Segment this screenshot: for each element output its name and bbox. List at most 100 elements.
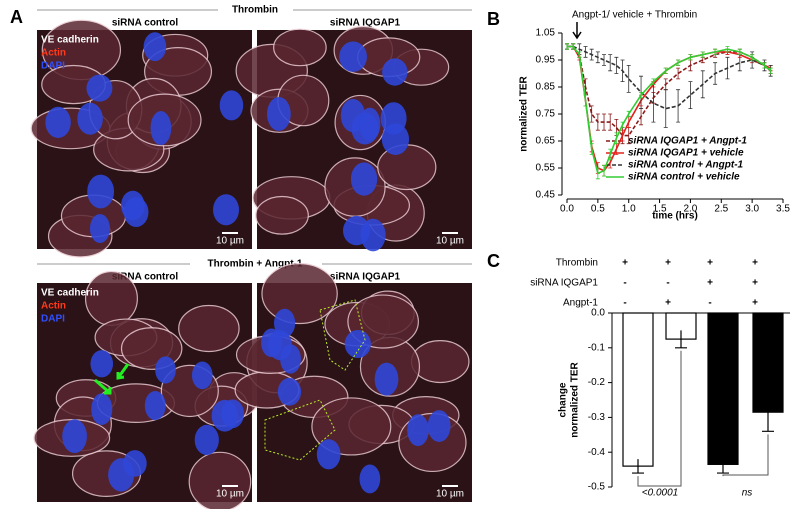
- nucleus: [144, 391, 166, 421]
- nucleus: [351, 112, 379, 145]
- x-tick-label: 1.0: [622, 204, 636, 215]
- nucleus: [155, 356, 176, 384]
- error-bar: [688, 81, 693, 109]
- annotation: Angpt-1/ vehicle + Thrombin: [572, 10, 697, 21]
- micrographs: 10 µm VE cadherin Actin DAPI 10 µm 10 µm VE ca…: [30, 19, 472, 509]
- x-tick-label: 3.0: [745, 204, 759, 215]
- nucleus: [213, 194, 240, 226]
- y-tick-label: 0.75: [536, 109, 556, 120]
- bracket: [722, 434, 769, 477]
- nucleus: [90, 350, 114, 378]
- column-title: siRNA control: [112, 272, 179, 283]
- scale-bar-label: 10 µm: [216, 489, 244, 500]
- scale-bar-label: 10 µm: [436, 236, 464, 247]
- series-line: [567, 45, 772, 137]
- error-bar: [626, 65, 631, 93]
- y-tick-label: -0.2: [588, 377, 606, 388]
- bar: [622, 312, 654, 467]
- arrow: [572, 22, 582, 40]
- column-title: siRNA IQGAP1: [330, 272, 401, 283]
- nucleus: [274, 308, 296, 338]
- cell: [273, 28, 327, 67]
- condition-mark: +: [665, 258, 671, 269]
- nucleus: [143, 32, 167, 62]
- y-tick-label: 0.55: [536, 163, 556, 174]
- cell: [255, 195, 309, 235]
- column-title: siRNA control: [112, 18, 179, 29]
- nucleus: [427, 410, 451, 442]
- nucleus: [360, 218, 386, 252]
- legend-label: siRNA IQGAP1 + vehicle: [628, 148, 744, 159]
- nucleus: [123, 197, 149, 227]
- nucleus: [62, 419, 87, 454]
- nucleus: [77, 102, 103, 135]
- nucleus: [45, 106, 71, 138]
- error-bar: [608, 54, 613, 72]
- legend-label: siRNA control + vehicle: [628, 172, 740, 183]
- cell: [188, 451, 252, 509]
- condition-mark: +: [752, 258, 758, 269]
- stain-label: DAPI: [41, 61, 65, 72]
- arrow: [94, 378, 112, 395]
- scale-bar-label: 10 µm: [216, 236, 244, 247]
- error-bar: [632, 459, 644, 474]
- panel-label: A: [10, 7, 23, 27]
- error-bar: [675, 330, 687, 349]
- y-tick-label: -0.3: [588, 412, 606, 423]
- condition-mark: -: [623, 298, 626, 309]
- x-axis-title: time (hrs): [652, 211, 698, 222]
- group-title: Thrombin: [232, 5, 278, 16]
- legend-label: siRNA IQGAP1 + Angpt-1: [628, 136, 747, 147]
- nucleus: [344, 329, 371, 359]
- error-bar: [614, 56, 619, 74]
- condition-mark: +: [707, 258, 713, 269]
- y-tick-label: 0.85: [536, 82, 556, 93]
- cell: [410, 340, 470, 384]
- y-tick-label: 0.45: [536, 190, 556, 201]
- y-tick-label: -0.1: [588, 342, 606, 353]
- arrow: [116, 363, 130, 380]
- nucleus: [191, 361, 213, 390]
- outline: [264, 299, 366, 461]
- condition-mark: +: [622, 258, 628, 269]
- stain-label: Actin: [41, 301, 66, 312]
- nucleus: [87, 174, 115, 209]
- stain-label: DAPI: [41, 314, 65, 325]
- nucleus: [267, 96, 291, 131]
- y-tick-label: 0.0: [591, 308, 605, 319]
- column-title: siRNA IQGAP1: [330, 18, 401, 29]
- x-tick-label: 2.5: [714, 204, 728, 215]
- panel-label: B: [487, 9, 500, 29]
- group-title: Thrombin + Angpt-1: [208, 259, 303, 270]
- y-tick-label: -0.5: [588, 482, 606, 493]
- nucleus: [280, 344, 301, 374]
- error-bar: [717, 455, 729, 474]
- condition-label: Angpt-1: [563, 298, 598, 309]
- x-tick-label: 1.5: [653, 204, 667, 215]
- p-value: <0.0001: [642, 488, 678, 499]
- panel-label: C: [487, 251, 500, 271]
- stain-label: VE cadherin: [41, 35, 99, 46]
- nucleus: [277, 377, 302, 406]
- scale-bar-label: 10 µm: [436, 489, 464, 500]
- nucleus: [221, 399, 245, 429]
- error-bar: [589, 105, 594, 123]
- condition-label: siRNA IQGAP1: [530, 278, 598, 289]
- condition-mark: +: [752, 298, 758, 309]
- error-bar: [676, 67, 681, 80]
- nucleus: [150, 111, 172, 145]
- y-tick-label: 1.05: [536, 28, 556, 39]
- bar: [707, 312, 739, 465]
- x-tick-label: 2.0: [683, 204, 697, 215]
- nucleus: [316, 439, 341, 470]
- error-bar: [762, 393, 774, 432]
- nucleus: [123, 450, 147, 477]
- y-axis-title: change: [558, 382, 569, 417]
- x-tick-label: 0.0: [560, 204, 574, 215]
- condition-mark: -: [666, 278, 669, 289]
- condition-mark: +: [665, 298, 671, 309]
- nucleus: [359, 464, 381, 494]
- condition-mark: +: [707, 278, 713, 289]
- x-tick-label: 3.5: [776, 204, 790, 215]
